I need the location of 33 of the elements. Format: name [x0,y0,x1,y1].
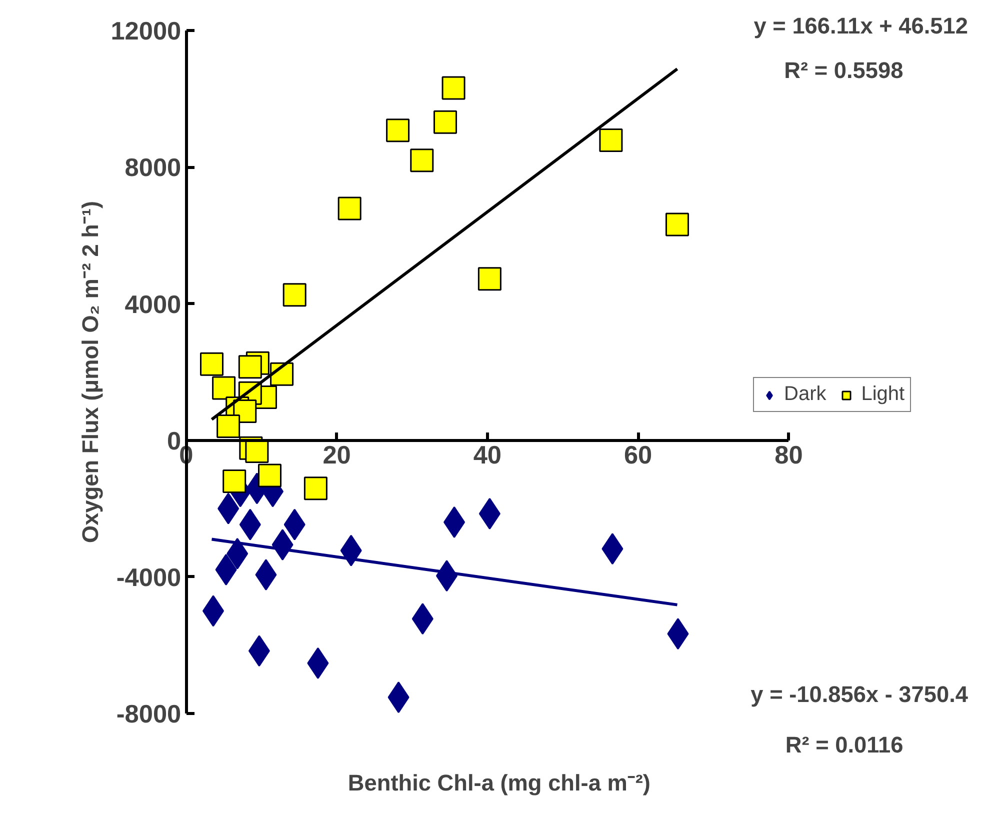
point [216,414,240,438]
legend-label: Light [861,383,905,406]
point [410,148,434,172]
annotation: y = 166.11x + 46.512 [754,12,968,39]
point [442,76,466,100]
x-tick-label: 40 [473,441,502,470]
x-tick-label: 80 [774,441,803,470]
point [304,476,328,500]
point [282,283,306,307]
x-tick-label: 60 [624,441,652,470]
point [478,267,502,291]
point [258,464,282,488]
x-axis-title: Benthic Chl-a (mg chl-a m⁻²) [348,770,650,796]
point [386,118,410,142]
y-tick-label: -8000 [116,700,182,728]
x-tick-label: 20 [322,441,351,470]
point [665,212,689,236]
annotation: R² = 0.5598 [784,56,904,83]
y-tick-label: -4000 [116,564,182,592]
y-axis-title: Oxygen Flux (μmol O₂ m⁻² 2 h⁻¹) [77,200,104,544]
y-tick-label: 8000 [124,154,182,182]
point [433,110,457,134]
point [338,196,362,220]
text: R² = 0.0116 [785,731,904,758]
legend-label: Dark [784,383,826,406]
point [238,355,262,379]
point [599,128,623,152]
y-tick-label: 12000 [110,18,182,46]
point [222,469,246,493]
y-tick-label: 4000 [124,290,182,319]
point [212,376,236,400]
annotation: y = -10.856x - 3750.4 [750,681,968,708]
point [200,352,224,376]
